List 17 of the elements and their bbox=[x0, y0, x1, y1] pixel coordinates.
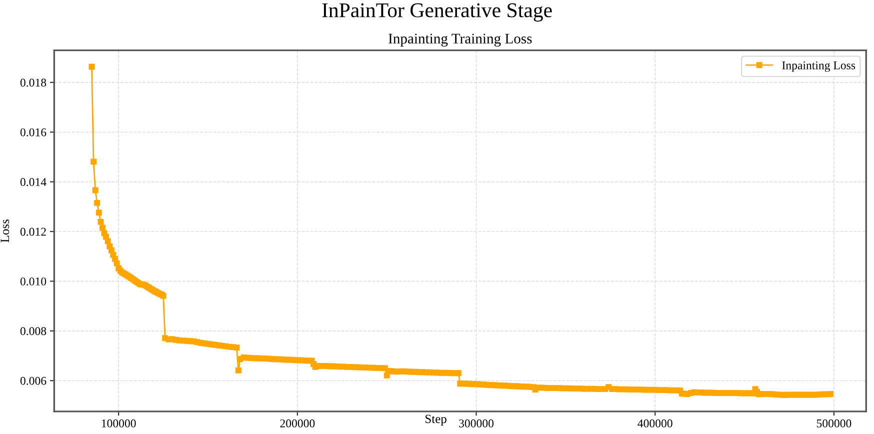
chart-subtitle: Inpainting Training Loss bbox=[388, 34, 532, 47]
y-tick-label: 0.006 bbox=[20, 376, 46, 385]
x-tick-label: 100000 bbox=[102, 419, 136, 428]
chart-title: InPainTor Generative Stage bbox=[322, 3, 552, 22]
y-tick-label: 0.014 bbox=[20, 178, 46, 186]
x-tick-label: 500000 bbox=[816, 419, 852, 428]
legend-label: Inpainting Loss bbox=[782, 61, 856, 72]
y-tick-label: 0.012 bbox=[20, 228, 46, 236]
x-tick-label: 200000 bbox=[280, 419, 315, 428]
y-tick-label: 0.016 bbox=[20, 128, 46, 136]
y-tick-label: 0.008 bbox=[20, 327, 46, 336]
y-tick-label: 0.018 bbox=[20, 78, 46, 87]
x-tick-label: 300000 bbox=[459, 419, 494, 428]
y-tick-label: 0.010 bbox=[20, 277, 46, 286]
x-axis-title: Step bbox=[426, 414, 446, 426]
x-tick-label: 400000 bbox=[638, 419, 672, 428]
y-axis-title: Loss bbox=[0, 220, 10, 242]
